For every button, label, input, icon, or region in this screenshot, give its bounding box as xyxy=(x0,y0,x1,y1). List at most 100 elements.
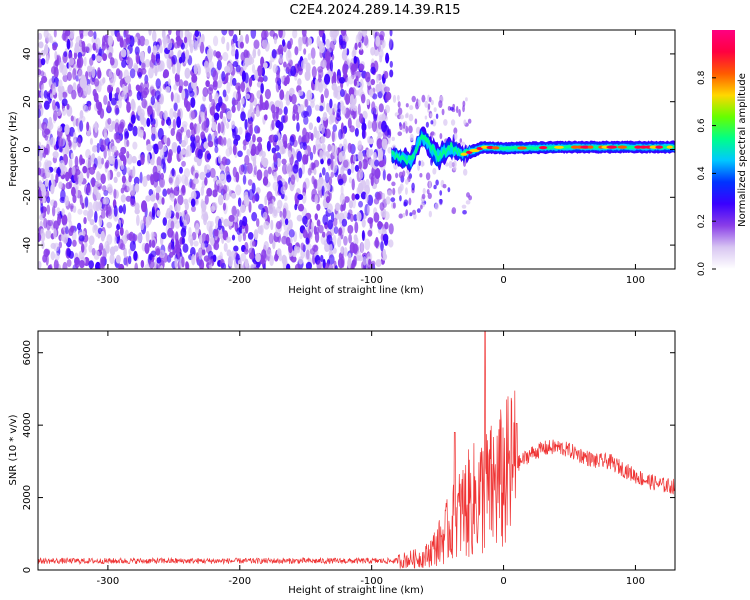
spectrogram-noise-cell xyxy=(92,42,97,51)
spectrogram-noise-cell xyxy=(45,249,51,256)
spectrogram-noise-cell xyxy=(272,181,279,192)
spectrogram-noise-cell xyxy=(179,30,184,39)
spectrogram-noise-cell xyxy=(204,176,208,186)
spectrogram-noise-cell xyxy=(232,166,237,178)
spectrogram-noise-cell xyxy=(71,186,76,197)
spectrogram-noise-cell xyxy=(86,184,91,194)
spectrogram-noise-cell xyxy=(284,256,288,266)
spectrogram-noise-cell xyxy=(130,198,136,207)
spectrogram-noise-cell xyxy=(96,67,101,79)
spectrogram-noise-cell xyxy=(156,156,162,168)
spectrogram-noise-cell xyxy=(155,185,161,194)
spectrogram-noise-cell xyxy=(404,113,409,119)
spectrogram-noise-cell xyxy=(112,72,117,83)
spectrogram-noise-cell xyxy=(159,265,164,269)
spectrogram-noise-cell xyxy=(93,31,97,40)
spectrogram-noise-cell xyxy=(74,46,78,54)
spectrogram-noise-cell xyxy=(356,211,362,222)
spectrogram-noise-cell xyxy=(223,193,230,201)
spectrogram-noise-cell xyxy=(242,61,247,71)
spectrogram-noise-cell xyxy=(38,90,41,98)
spectrogram-noise-cell xyxy=(338,152,343,163)
spectrogram-noise-cell xyxy=(68,57,75,66)
spectrogram-noise-cell xyxy=(152,165,158,177)
spectrogram-noise-cell xyxy=(95,99,100,110)
spectrogram-noise-cell xyxy=(267,166,272,175)
spectrogram-noise-cell xyxy=(345,35,349,42)
spectrogram-hot-spot xyxy=(554,145,564,149)
spectrogram-noise-cell xyxy=(292,30,298,39)
spectrogram-noise-cell xyxy=(125,195,132,202)
spectrogram-x-tick-label: -100 xyxy=(360,275,383,286)
spectrogram-noise-cell xyxy=(38,180,43,188)
spectrogram-noise-cell xyxy=(235,64,241,73)
spectrogram-noise-cell xyxy=(76,222,82,231)
spectrogram-noise-cell xyxy=(250,148,256,156)
spectrogram-noise-cell xyxy=(181,160,186,167)
spectrogram-noise-cell xyxy=(93,78,100,87)
spectrogram-noise-cell xyxy=(190,190,197,200)
spectrogram-noise-cell xyxy=(367,229,373,237)
spectrogram-noise-cell xyxy=(77,137,82,148)
spectrogram-noise-cell xyxy=(133,64,139,73)
spectrogram-noise-cell xyxy=(130,114,136,125)
spectrogram-noise-cell xyxy=(74,155,79,168)
spectrogram-noise-cell xyxy=(349,125,355,133)
spectrogram-x-label: Height of straight line (km) xyxy=(288,285,424,296)
spectrogram-noise-cell xyxy=(248,201,252,213)
spectrogram-noise-cell xyxy=(445,162,449,167)
spectrogram-noise-cell xyxy=(352,154,357,163)
spectrogram-noise-cell xyxy=(127,123,133,132)
spectrogram-noise-cell xyxy=(132,141,138,150)
spectrogram-noise-cell xyxy=(244,93,251,100)
spectrogram-noise-cell xyxy=(109,253,115,265)
spectrogram-noise-cell xyxy=(136,53,140,65)
spectrogram-noise-cell xyxy=(57,125,63,132)
spectrogram-noise-cell xyxy=(257,65,263,77)
spectrogram-noise-cell xyxy=(358,63,365,71)
spectrogram-noise-cell xyxy=(200,112,206,123)
spectrogram-noise-cell xyxy=(171,54,178,65)
spectrogram-noise-cell xyxy=(353,234,358,242)
spectrogram-noise-cell xyxy=(293,245,298,255)
spectrogram-noise-cell xyxy=(289,135,295,147)
spectrogram-noise-cell xyxy=(243,163,247,175)
spectrogram-noise-cell xyxy=(373,47,379,57)
spectrogram-noise-cell xyxy=(134,46,140,56)
spectrogram-noise-cell xyxy=(271,119,275,130)
spectrogram-noise-cell xyxy=(370,66,376,75)
spectrogram-noise-cell xyxy=(292,164,299,174)
spectrogram-noise-cell xyxy=(102,53,108,61)
spectrogram-noise-cell xyxy=(91,177,96,188)
spectrogram-noise-cell xyxy=(290,65,297,77)
spectrogram-noise-cell xyxy=(221,70,226,82)
spectrogram-noise-cell xyxy=(327,105,333,116)
spectrogram-noise-cell xyxy=(298,167,303,179)
spectrogram-noise-cell xyxy=(439,132,443,140)
spectrogram-noise-cell xyxy=(348,209,353,216)
spectrogram-noise-cell xyxy=(96,55,102,62)
spectrogram-noise-cell xyxy=(107,100,111,112)
spectrogram-noise-cell xyxy=(382,39,386,49)
spectrogram-noise-cell xyxy=(308,231,312,238)
spectrogram-noise-cell xyxy=(70,152,74,160)
spectrogram-noise-cell xyxy=(374,167,381,180)
spectrogram-noise-cell xyxy=(128,248,132,256)
spectrogram-noise-cell xyxy=(251,211,258,222)
spectrogram-noise-cell xyxy=(439,190,443,196)
spectrogram-noise-cell xyxy=(133,250,138,262)
spectrogram-noise-cell xyxy=(79,154,83,166)
spectrogram-noise-cell xyxy=(299,141,303,150)
spectrogram-noise-cell xyxy=(240,111,246,122)
spectrogram-noise-cell xyxy=(351,193,356,201)
spectrogram-noise-cell xyxy=(40,58,46,66)
spectrogram-noise-cell xyxy=(345,93,350,105)
spectrogram-noise-cell xyxy=(87,103,91,111)
spectrogram-noise-cell xyxy=(421,193,426,200)
spectrogram-noise-cell xyxy=(404,187,408,195)
spectrogram-noise-cell xyxy=(360,242,364,253)
spectrogram-noise-cell xyxy=(114,158,118,170)
spectrogram-noise-cell xyxy=(288,229,295,238)
spectrogram-noise-cell xyxy=(458,108,461,117)
spectrogram-noise-cell xyxy=(193,178,199,185)
